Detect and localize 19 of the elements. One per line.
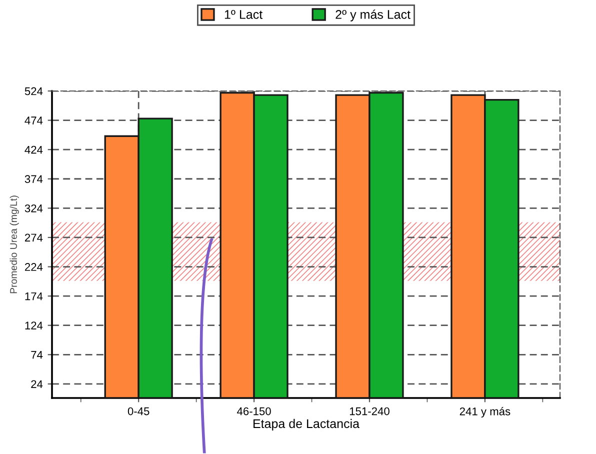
y-tick-label: 74 [31,351,43,359]
y-tick-label: 324 [24,204,43,212]
x-tick-label: 151-240 [350,407,390,416]
y-tick-label: 524 [24,87,43,96]
y-tick-label: 424 [24,146,43,154]
y-tick-label: 174 [25,292,43,300]
legend-label: 2º y más Lact [336,10,410,22]
x-tick-label: 46-150 [237,407,271,416]
x-tick-label: 0-45 [128,407,150,416]
y-tick-label: 24 [31,380,43,388]
y-tick-label: 224 [24,263,43,271]
y-tick-label: 374 [24,175,43,184]
y-tick-label: 474 [24,116,43,124]
y-tick-label: 124 [25,322,43,330]
y-tick-label: 274 [24,234,43,242]
x-tick-label: 241 y más [460,407,510,418]
y-axis-title: Promedio Urea (mg/Lt) [10,196,19,294]
legend-label: 1º Lact [224,10,263,19]
x-axis-title: Etapa de Lactancia [254,418,360,431]
